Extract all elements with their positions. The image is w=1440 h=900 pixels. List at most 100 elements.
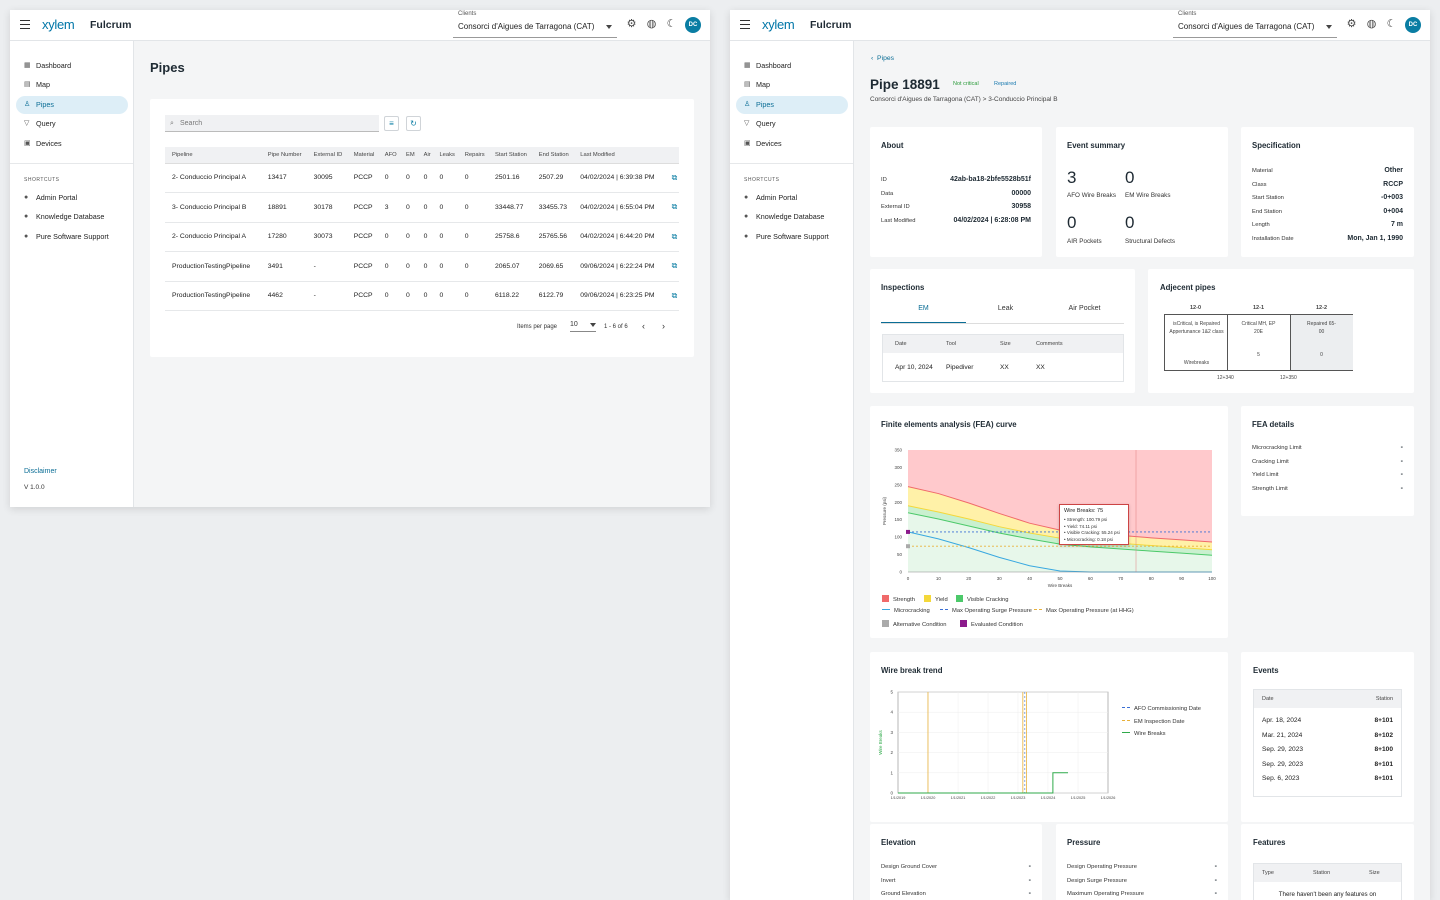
- shortcut-knowledge-database[interactable]: ● Knowledge Database: [736, 208, 848, 226]
- disclaimer-link[interactable]: Disclaimer: [24, 468, 57, 475]
- menu-icon[interactable]: [740, 20, 750, 29]
- column-header[interactable]: Air: [416, 147, 433, 164]
- legend-item[interactable]: Yield: [924, 595, 948, 603]
- sidebar-item-pipes[interactable]: ♙ Pipes: [736, 96, 848, 114]
- open-external-icon[interactable]: ⧉: [671, 202, 678, 212]
- legend-item[interactable]: Strength: [882, 595, 915, 603]
- people-icon: ●: [24, 213, 29, 220]
- legend-item[interactable]: Alternative Condition: [882, 620, 947, 628]
- legend-label: Alternative Condition: [893, 622, 947, 628]
- field-label: External ID: [881, 204, 910, 210]
- shortcut-knowledge-database[interactable]: ● Knowledge Database: [16, 208, 128, 226]
- column-header[interactable]: Pipe Number: [260, 147, 307, 164]
- prev-page-button[interactable]: ‹: [642, 321, 645, 331]
- column-header[interactable]: Start Station: [488, 147, 532, 164]
- table-cell: 0: [457, 281, 488, 311]
- shortcut-admin-portal[interactable]: ● Admin Portal: [736, 189, 848, 207]
- app-name: Fulcrum: [810, 19, 852, 31]
- open-external-icon[interactable]: ⧉: [671, 261, 678, 271]
- tab-leak[interactable]: Leak: [997, 305, 1014, 312]
- inspections-table: Date Tool Size Comments Apr 10, 2024 Pip…: [882, 334, 1124, 382]
- legend-item[interactable]: Max Operating Surge Pressure: [940, 608, 1032, 614]
- table-cell: PCCP: [346, 222, 378, 252]
- table-cell: 3: [377, 192, 399, 223]
- tooltip-yield: • Yield: 74.11 psi: [1064, 523, 1098, 529]
- column-header[interactable]: Material: [346, 147, 378, 164]
- globe-icon[interactable]: ◍: [1366, 18, 1377, 30]
- legend-item[interactable]: AFO Commissioning Date: [1122, 706, 1201, 712]
- client-select[interactable]: Clients Consorci d'Aigues de Tarragona (…: [453, 11, 617, 38]
- table-cell: 04/02/2024 | 6:39:38 PM: [573, 163, 665, 193]
- legend-item[interactable]: Microcracking: [882, 608, 930, 614]
- avatar[interactable]: DC: [1405, 17, 1421, 33]
- column-header[interactable]: End Station: [531, 147, 574, 164]
- pipes-icon: ♙: [744, 101, 751, 108]
- legend-item[interactable]: Wire Breaks: [1122, 731, 1166, 737]
- map-icon: ▤: [24, 81, 31, 88]
- fea-card: Finite elements analysis (FEA) curve 0 50…: [870, 406, 1228, 638]
- avatar[interactable]: DC: [685, 17, 701, 33]
- table-row[interactable]: 3- Conduccio Principal B 18891 30178 PCCP 3 0…: [165, 192, 679, 223]
- tab-air-pocket[interactable]: Air Pocket: [1068, 305, 1101, 312]
- legend-swatch: [1122, 719, 1130, 721]
- gear-icon[interactable]: ⚙: [626, 18, 637, 30]
- globe-icon[interactable]: ◍: [646, 18, 657, 30]
- table-cell: 09/06/2024 | 6:23:25 PM: [573, 281, 665, 311]
- refresh-button[interactable]: ↻: [406, 116, 421, 131]
- table-row[interactable]: 2- Conduccio Principal A 17280 30073 PCCP 0 0…: [165, 222, 679, 252]
- sidebar-item-dashboard[interactable]: ▦ Dashboard: [16, 57, 128, 75]
- shortcut-pure-software-support[interactable]: ● Pure Software Support: [16, 228, 128, 246]
- column-header[interactable]: External ID: [306, 147, 347, 164]
- open-external-icon[interactable]: ⧉: [671, 172, 678, 182]
- back-link[interactable]: ‹ Pipes: [871, 55, 895, 62]
- column-header[interactable]: Leaks: [432, 147, 458, 164]
- sidebar-item-map[interactable]: ▤ Map: [736, 76, 848, 94]
- table-row[interactable]: ProductionTestingPipeline 4462- PCCP 0 0 0 0 0 6…: [165, 281, 679, 311]
- chevron-down-icon: [1326, 25, 1332, 29]
- sidebar-item-devices[interactable]: ▣ Devices: [16, 135, 128, 153]
- status-badge-critical: Not critical: [953, 81, 979, 87]
- sidebar-item-query[interactable]: ▽ Query: [16, 115, 128, 133]
- sidebar-item-devices[interactable]: ▣ Devices: [736, 135, 848, 153]
- help-icon: ●: [744, 233, 749, 240]
- moon-icon[interactable]: ☾: [1386, 18, 1397, 30]
- filter-button[interactable]: ≡: [384, 116, 399, 131]
- open-external-icon[interactable]: ⧉: [671, 231, 678, 241]
- open-external-icon[interactable]: ⧉: [671, 290, 678, 300]
- adjacent-divider: [1227, 315, 1228, 370]
- table-row[interactable]: 2- Conduccio Principal A 13417 30095 PCCP 0 0…: [165, 163, 679, 193]
- items-per-page-select[interactable]: 10: [570, 321, 596, 332]
- event-date: Sep. 6, 2023: [1262, 775, 1300, 783]
- table-cell: 0: [377, 281, 399, 311]
- column-header[interactable]: EM: [398, 147, 417, 164]
- x-tick-label: 90: [1179, 576, 1185, 581]
- next-page-button[interactable]: ›: [662, 321, 665, 331]
- adjacent-foot-1: 12+350: [1280, 375, 1297, 381]
- table-cell: 0: [416, 281, 433, 311]
- tab-em[interactable]: EM: [918, 305, 929, 312]
- sidebar-item-query[interactable]: ▽ Query: [736, 115, 848, 133]
- legend-item[interactable]: Evaluated Condition: [960, 620, 1023, 628]
- sidebar-item-pipes[interactable]: ♙ Pipes: [16, 96, 128, 114]
- sidebar-item-dashboard[interactable]: ▦ Dashboard: [736, 57, 848, 75]
- column-header[interactable]: Pipeline: [165, 147, 261, 164]
- client-select[interactable]: Clients Consorci d'Aigues de Tarragona (…: [1173, 11, 1337, 38]
- shortcut-pure-software-support[interactable]: ● Pure Software Support: [736, 228, 848, 246]
- shortcut-admin-portal[interactable]: ● Admin Portal: [16, 189, 128, 207]
- table-row[interactable]: ProductionTestingPipeline 3491- PCCP 0 0 0 0 0 2…: [165, 251, 679, 282]
- moon-icon[interactable]: ☾: [666, 18, 677, 30]
- field-label: Last Modified: [881, 217, 916, 224]
- column-header[interactable]: Repairs: [457, 147, 488, 164]
- legend-item[interactable]: Visible Cracking: [956, 595, 1008, 603]
- table-cell: 30095: [306, 163, 347, 193]
- tooltip-visible-cracking: • Visible Cracking: 55.24 psi: [1064, 530, 1120, 535]
- sidebar-item-map[interactable]: ▤ Map: [16, 76, 128, 94]
- search-input[interactable]: ⌕ Search: [165, 115, 379, 132]
- menu-icon[interactable]: [20, 20, 30, 29]
- gear-icon[interactable]: ⚙: [1346, 18, 1357, 30]
- legend-item[interactable]: EM Inspection Date: [1122, 719, 1185, 725]
- features-col-station: Station: [1313, 870, 1331, 876]
- column-header[interactable]: Last Modified: [573, 147, 665, 164]
- legend-item[interactable]: Max Operating Pressure (at HHG): [1034, 608, 1134, 614]
- column-header[interactable]: AFO: [377, 147, 399, 164]
